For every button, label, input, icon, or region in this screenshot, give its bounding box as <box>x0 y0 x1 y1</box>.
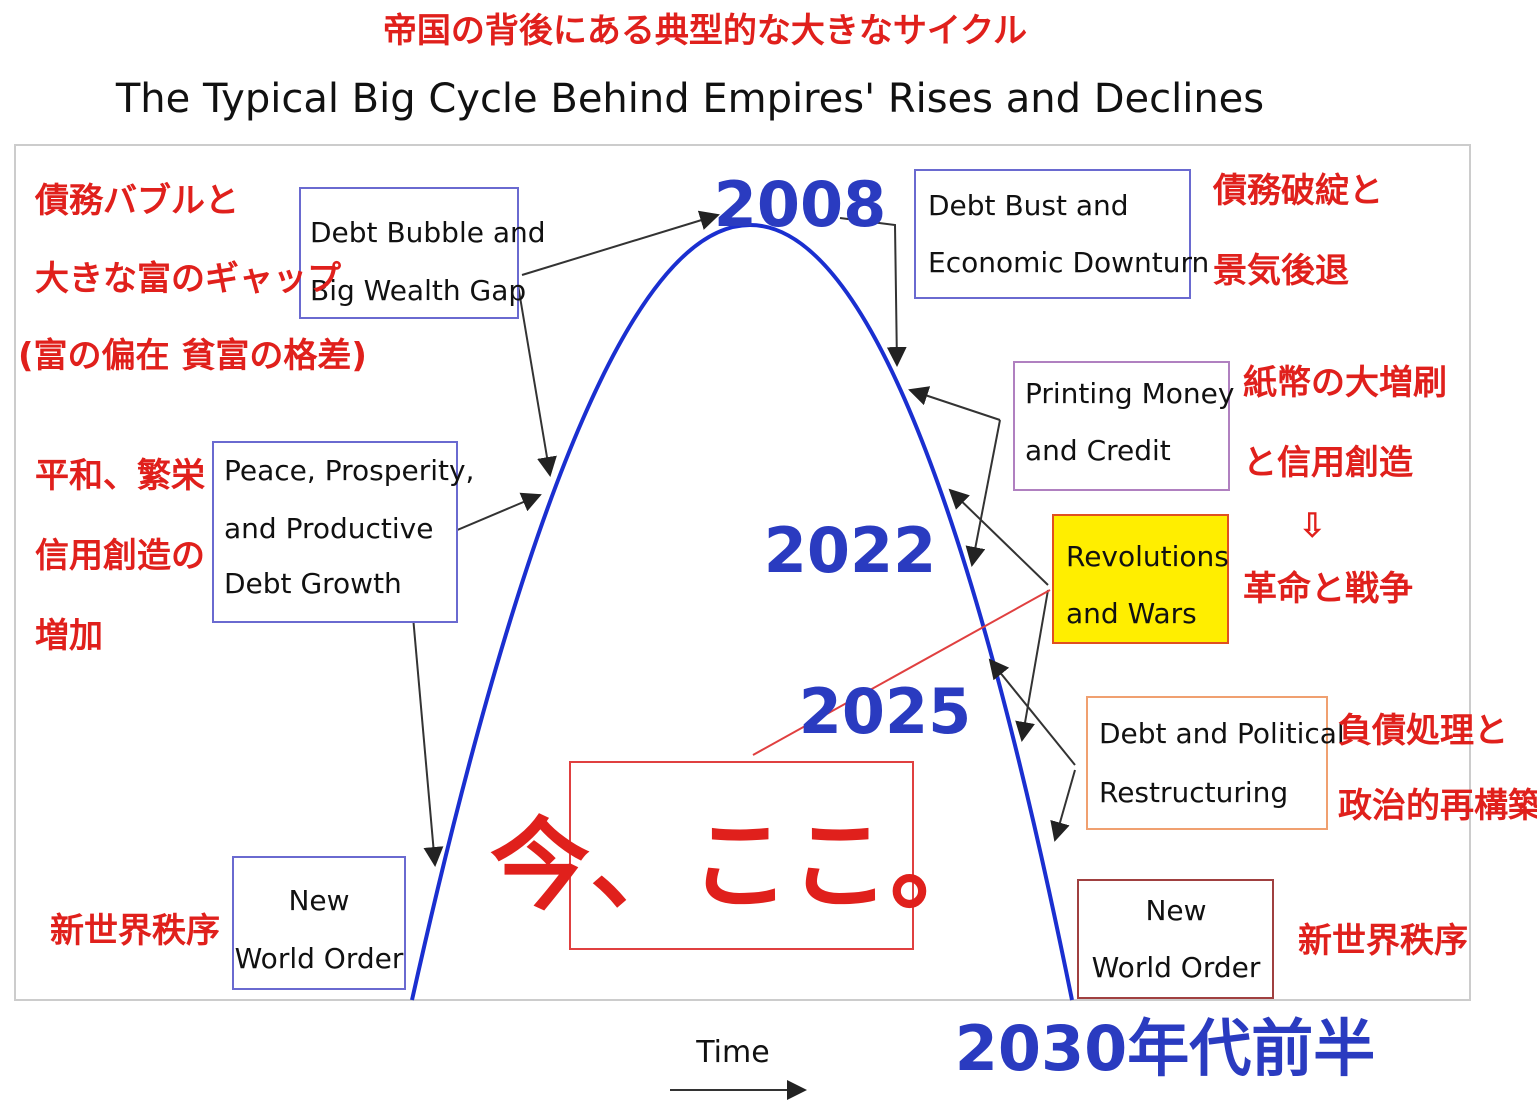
label: 大きな富のギャップ <box>35 259 341 299</box>
label: 負債処理と <box>1338 711 1508 751</box>
frame <box>14 144 1471 1001</box>
label: 革命と戦争 <box>1243 569 1413 609</box>
here-box: 今、ここ。 <box>490 761 990 950</box>
label: 今、ここ。 <box>490 807 990 924</box>
label: 信用創造の <box>35 536 205 576</box>
label: と信用創造 <box>1243 443 1413 483</box>
label: Debt Growth <box>224 567 402 600</box>
label: 新世界秩序 <box>1298 921 1468 961</box>
label: 債務破綻と <box>1212 171 1383 211</box>
label: Big Wealth Gap <box>310 274 526 307</box>
label: 景気後退 <box>1213 251 1349 291</box>
box: Debt Bust and Economic Downturn <box>914 169 1209 299</box>
year-label: 2025 <box>799 675 972 748</box>
label: (富の偏在 貧富の格差) <box>18 336 367 376</box>
cycle-curve <box>410 223 1074 1001</box>
year-label: 2008 <box>714 168 887 241</box>
year-label: 2030年代前半 <box>955 1012 1376 1085</box>
label: Peace, Prosperity, <box>224 454 474 487</box>
label: 債務バブルと <box>34 181 239 221</box>
year-label: 2022 <box>764 514 937 587</box>
label: Debt Bust and <box>928 189 1129 222</box>
label: and Productive <box>224 512 433 545</box>
label: New <box>1145 894 1206 927</box>
box: Revolutions and Wars <box>1052 514 1229 644</box>
label: Printing Money <box>1025 377 1234 410</box>
label: ⇩ <box>1298 506 1327 546</box>
label: Debt and Political <box>1099 717 1345 750</box>
x-axis-label: Time <box>695 1035 769 1070</box>
label: 新世界秩序 <box>50 911 220 951</box>
label: Economic Downturn <box>928 246 1209 279</box>
label: World Order <box>1092 951 1261 984</box>
label: and Wars <box>1066 597 1197 630</box>
label: New <box>288 884 349 917</box>
title: The Typical Big Cycle Behind Empires' Ri… <box>115 76 1264 122</box>
box: Peace, Prosperity, and Productive Debt Gro… <box>212 441 474 623</box>
label: Revolutions <box>1066 540 1229 573</box>
label: Restructuring <box>1099 776 1288 809</box>
label: 政治的再構築 <box>1338 786 1537 826</box>
box: Debt Bubble and Big Wealth Gap <box>299 187 546 319</box>
box: New World Order <box>1077 879 1274 999</box>
box: New World Order <box>232 856 406 990</box>
label: 紙幣の大増刷 <box>1243 363 1447 403</box>
label: World Order <box>235 942 404 975</box>
label: 増加 <box>35 616 103 656</box>
label: 平和、繁栄 <box>35 456 205 496</box>
box: Debt and Political Restructuring <box>1086 696 1345 830</box>
label: and Credit <box>1025 434 1171 467</box>
title-ja: 帝国の背後にある典型的な大きなサイクル <box>383 11 1027 51</box>
box: Printing Money and Credit <box>1013 361 1234 491</box>
label: Debt Bubble and <box>310 216 546 249</box>
